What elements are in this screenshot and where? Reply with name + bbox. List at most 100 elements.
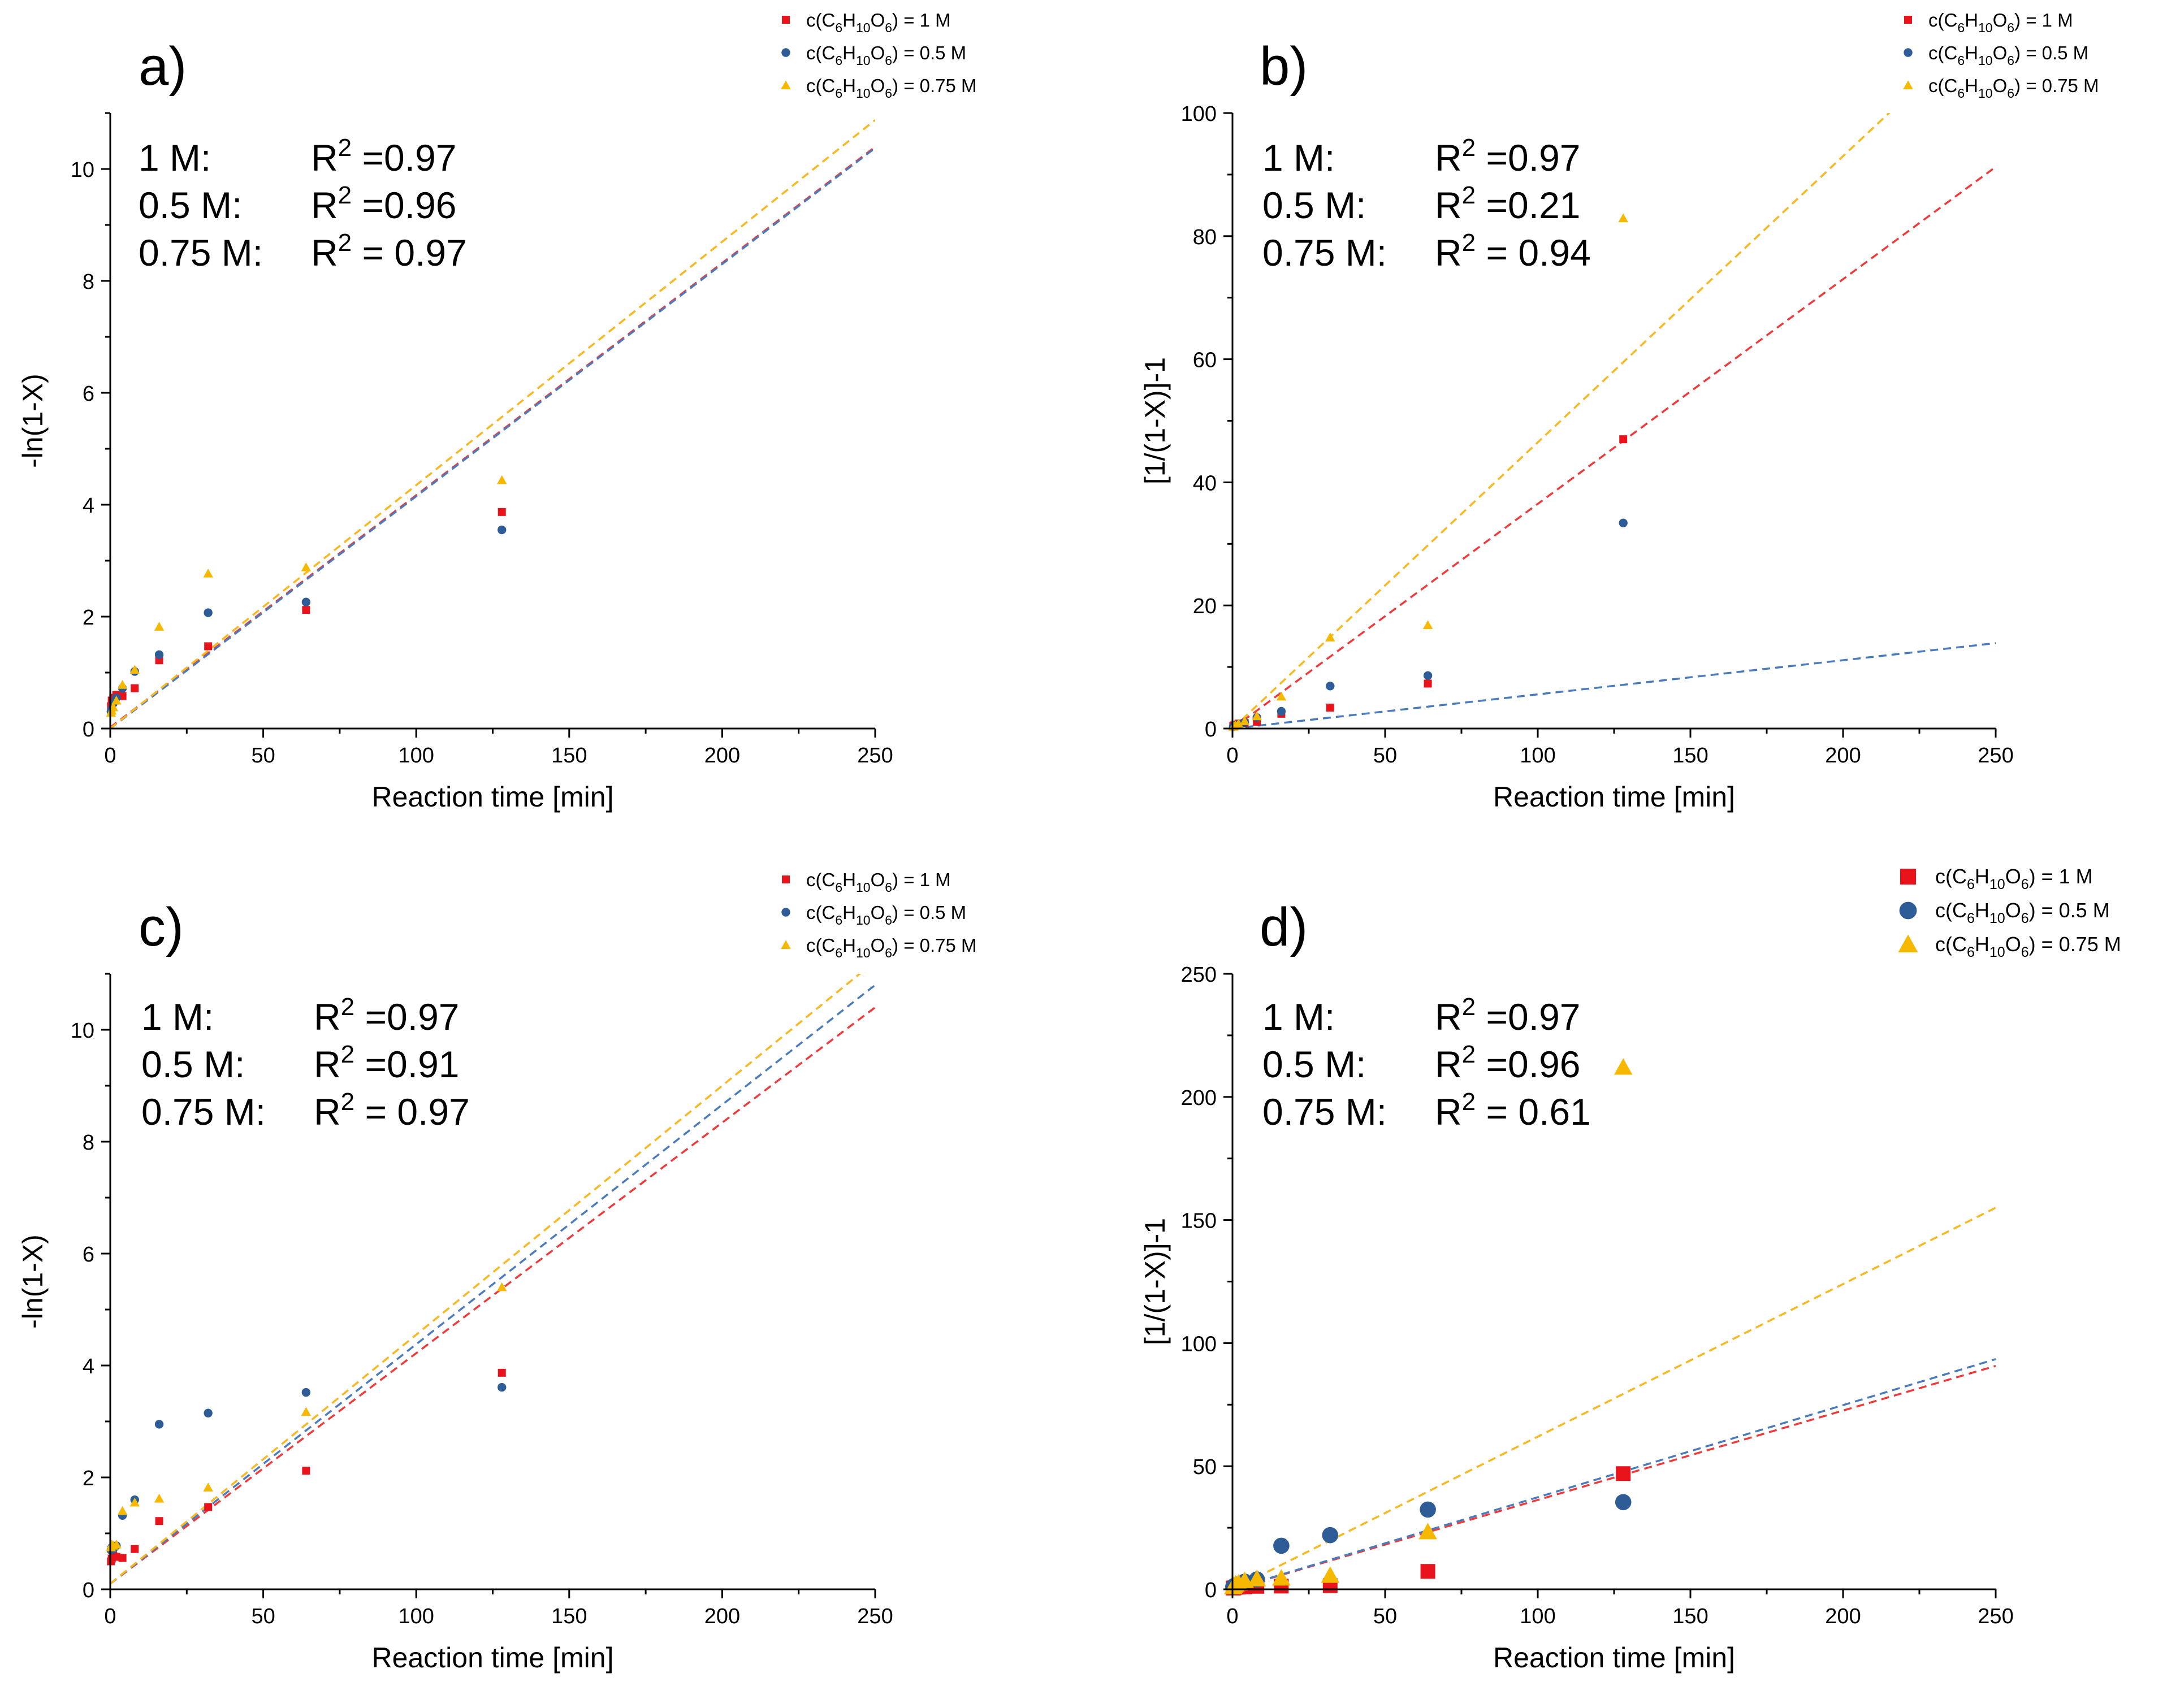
r2-superscript: 2	[338, 181, 352, 209]
legend: c(C6H10O6) = 1 Mc(C6H10O6) = 0.5 Mc(C6H1…	[781, 10, 977, 101]
fit-line-2	[110, 974, 862, 1585]
legend-text-part: c(C	[806, 75, 835, 96]
legend: c(C6H10O6) = 1 Mc(C6H10O6) = 0.5 Mc(C6H1…	[1898, 865, 2121, 960]
legend-entry: c(C6H10O6) = 0.75 M	[1935, 933, 2121, 960]
legend-text-part: c(C	[806, 902, 835, 923]
data-point	[1619, 518, 1628, 527]
y-tick-label: 20	[1193, 595, 1217, 618]
y-tick-label: 4	[83, 1355, 94, 1378]
y-axis-title: [1/(1-X)]-1	[1139, 1218, 1171, 1345]
legend-text-part: O	[2005, 933, 2021, 956]
data-point	[204, 1503, 213, 1511]
r2-number: =0.97	[1476, 137, 1580, 179]
panel-2: 0 50 100 150 200 250 0 2 4 6 8 10 Reaction time [min…	[17, 869, 977, 1674]
panel-label: a)	[139, 36, 187, 97]
data-point	[302, 606, 310, 614]
data-point	[117, 680, 128, 689]
r2-label: 0.5 M:	[1262, 184, 1366, 226]
data-point	[1277, 706, 1286, 716]
series-1	[106, 525, 507, 717]
legend-subscript: 10	[1989, 911, 2005, 926]
legend-subscript: 6	[885, 880, 892, 895]
r2-number: = 0.94	[1476, 232, 1591, 274]
legend-subscript: 6	[1967, 944, 1975, 960]
r2-symbol: R	[1435, 1043, 1462, 1085]
legend-marker	[782, 875, 790, 883]
legend-marker	[1904, 16, 1912, 24]
r2-symbol: R	[1435, 184, 1462, 226]
legend-text-part: H	[1975, 865, 1989, 888]
r2-label: 1 M:	[1262, 137, 1335, 179]
y-tick-label: 250	[1181, 963, 1217, 987]
fit-line-1	[1232, 642, 1996, 729]
legend-text-part: ) = 0.75 M	[892, 935, 976, 956]
data-point	[1619, 435, 1628, 444]
legend-text-part: O	[1993, 10, 2008, 31]
legend-text-part: ) = 0.5 M	[2029, 899, 2110, 922]
legend-text-part: ) = 0.75 M	[2029, 933, 2121, 956]
r2-superscript: 2	[1462, 229, 1476, 257]
series-2	[106, 1282, 507, 1551]
r2-number: =0.97	[1476, 996, 1580, 1038]
r2-superscript: 2	[1462, 181, 1476, 209]
data-point	[1247, 1570, 1266, 1586]
legend-subscript: 6	[2021, 877, 2029, 892]
x-tick-label: 0	[1226, 744, 1238, 768]
legend-subscript: 6	[835, 53, 842, 68]
r2-label: 0.5 M:	[1262, 1043, 1366, 1085]
x-tick-label: 50	[251, 744, 275, 768]
data-point	[1420, 1564, 1435, 1579]
data-point	[498, 525, 507, 535]
data-point	[302, 1467, 310, 1475]
y-tick-label: 50	[1193, 1455, 1217, 1479]
legend-marker	[781, 80, 791, 89]
r2-superscript: 2	[341, 1041, 354, 1068]
data-point	[155, 1517, 163, 1525]
legend-subscript: 10	[856, 86, 871, 101]
x-axis-title: Reaction time [min]	[372, 1642, 614, 1674]
legend-text-part: ) = 1 M	[2014, 10, 2073, 31]
data-point	[1418, 1523, 1437, 1540]
data-point	[1422, 620, 1433, 630]
y-tick-label: 0	[1205, 1579, 1217, 1602]
data-point	[204, 608, 213, 617]
x-tick-label: 200	[704, 744, 740, 768]
panel-label: c)	[139, 897, 184, 957]
y-tick-label: 150	[1181, 1210, 1217, 1233]
r2-value: R2 =0.21	[1435, 181, 1581, 226]
data-point	[111, 1540, 122, 1549]
data-point	[1614, 1058, 1633, 1075]
legend-subscript: 6	[1957, 86, 1965, 101]
r2-value: R2 = 0.94	[1435, 229, 1591, 274]
data-point	[498, 1368, 506, 1377]
y-tick-label: 8	[83, 1131, 94, 1155]
r2-superscript: 2	[341, 1088, 354, 1116]
legend-entry: c(C6H10O6) = 0.5 M	[806, 902, 966, 927]
legend-subscript: 6	[885, 86, 892, 101]
legend-marker	[781, 48, 790, 57]
legend-entry: c(C6H10O6) = 1 M	[1928, 10, 2073, 35]
x-tick-label: 150	[551, 744, 587, 768]
r2-symbol: R	[311, 232, 338, 274]
y-tick-label: 0	[83, 1579, 94, 1602]
r2-number: = 0.61	[1476, 1091, 1591, 1133]
y-tick-label: 10	[71, 158, 94, 182]
y-tick-label: 200	[1181, 1086, 1217, 1110]
x-axis-title: Reaction time [min]	[372, 781, 614, 813]
data-point	[1615, 1494, 1632, 1511]
r2-symbol: R	[311, 184, 338, 226]
x-tick-label: 250	[857, 1605, 893, 1628]
y-tick-label: 10	[71, 1019, 94, 1043]
r2-value: R2 =0.97	[1435, 134, 1581, 179]
fit-line-0	[1232, 1365, 1996, 1589]
x-tick-label: 100	[398, 1605, 434, 1628]
r2-label: 0.75 M:	[1262, 1091, 1387, 1133]
y-tick-label: 8	[83, 270, 94, 294]
y-axis-title: -ln(1-X)	[17, 1234, 49, 1329]
data-point	[204, 642, 213, 651]
x-tick-label: 0	[1226, 1605, 1238, 1628]
r2-number: =0.21	[1476, 184, 1580, 226]
fit-line-0	[110, 1007, 875, 1585]
legend-text-part: H	[1965, 75, 1978, 96]
